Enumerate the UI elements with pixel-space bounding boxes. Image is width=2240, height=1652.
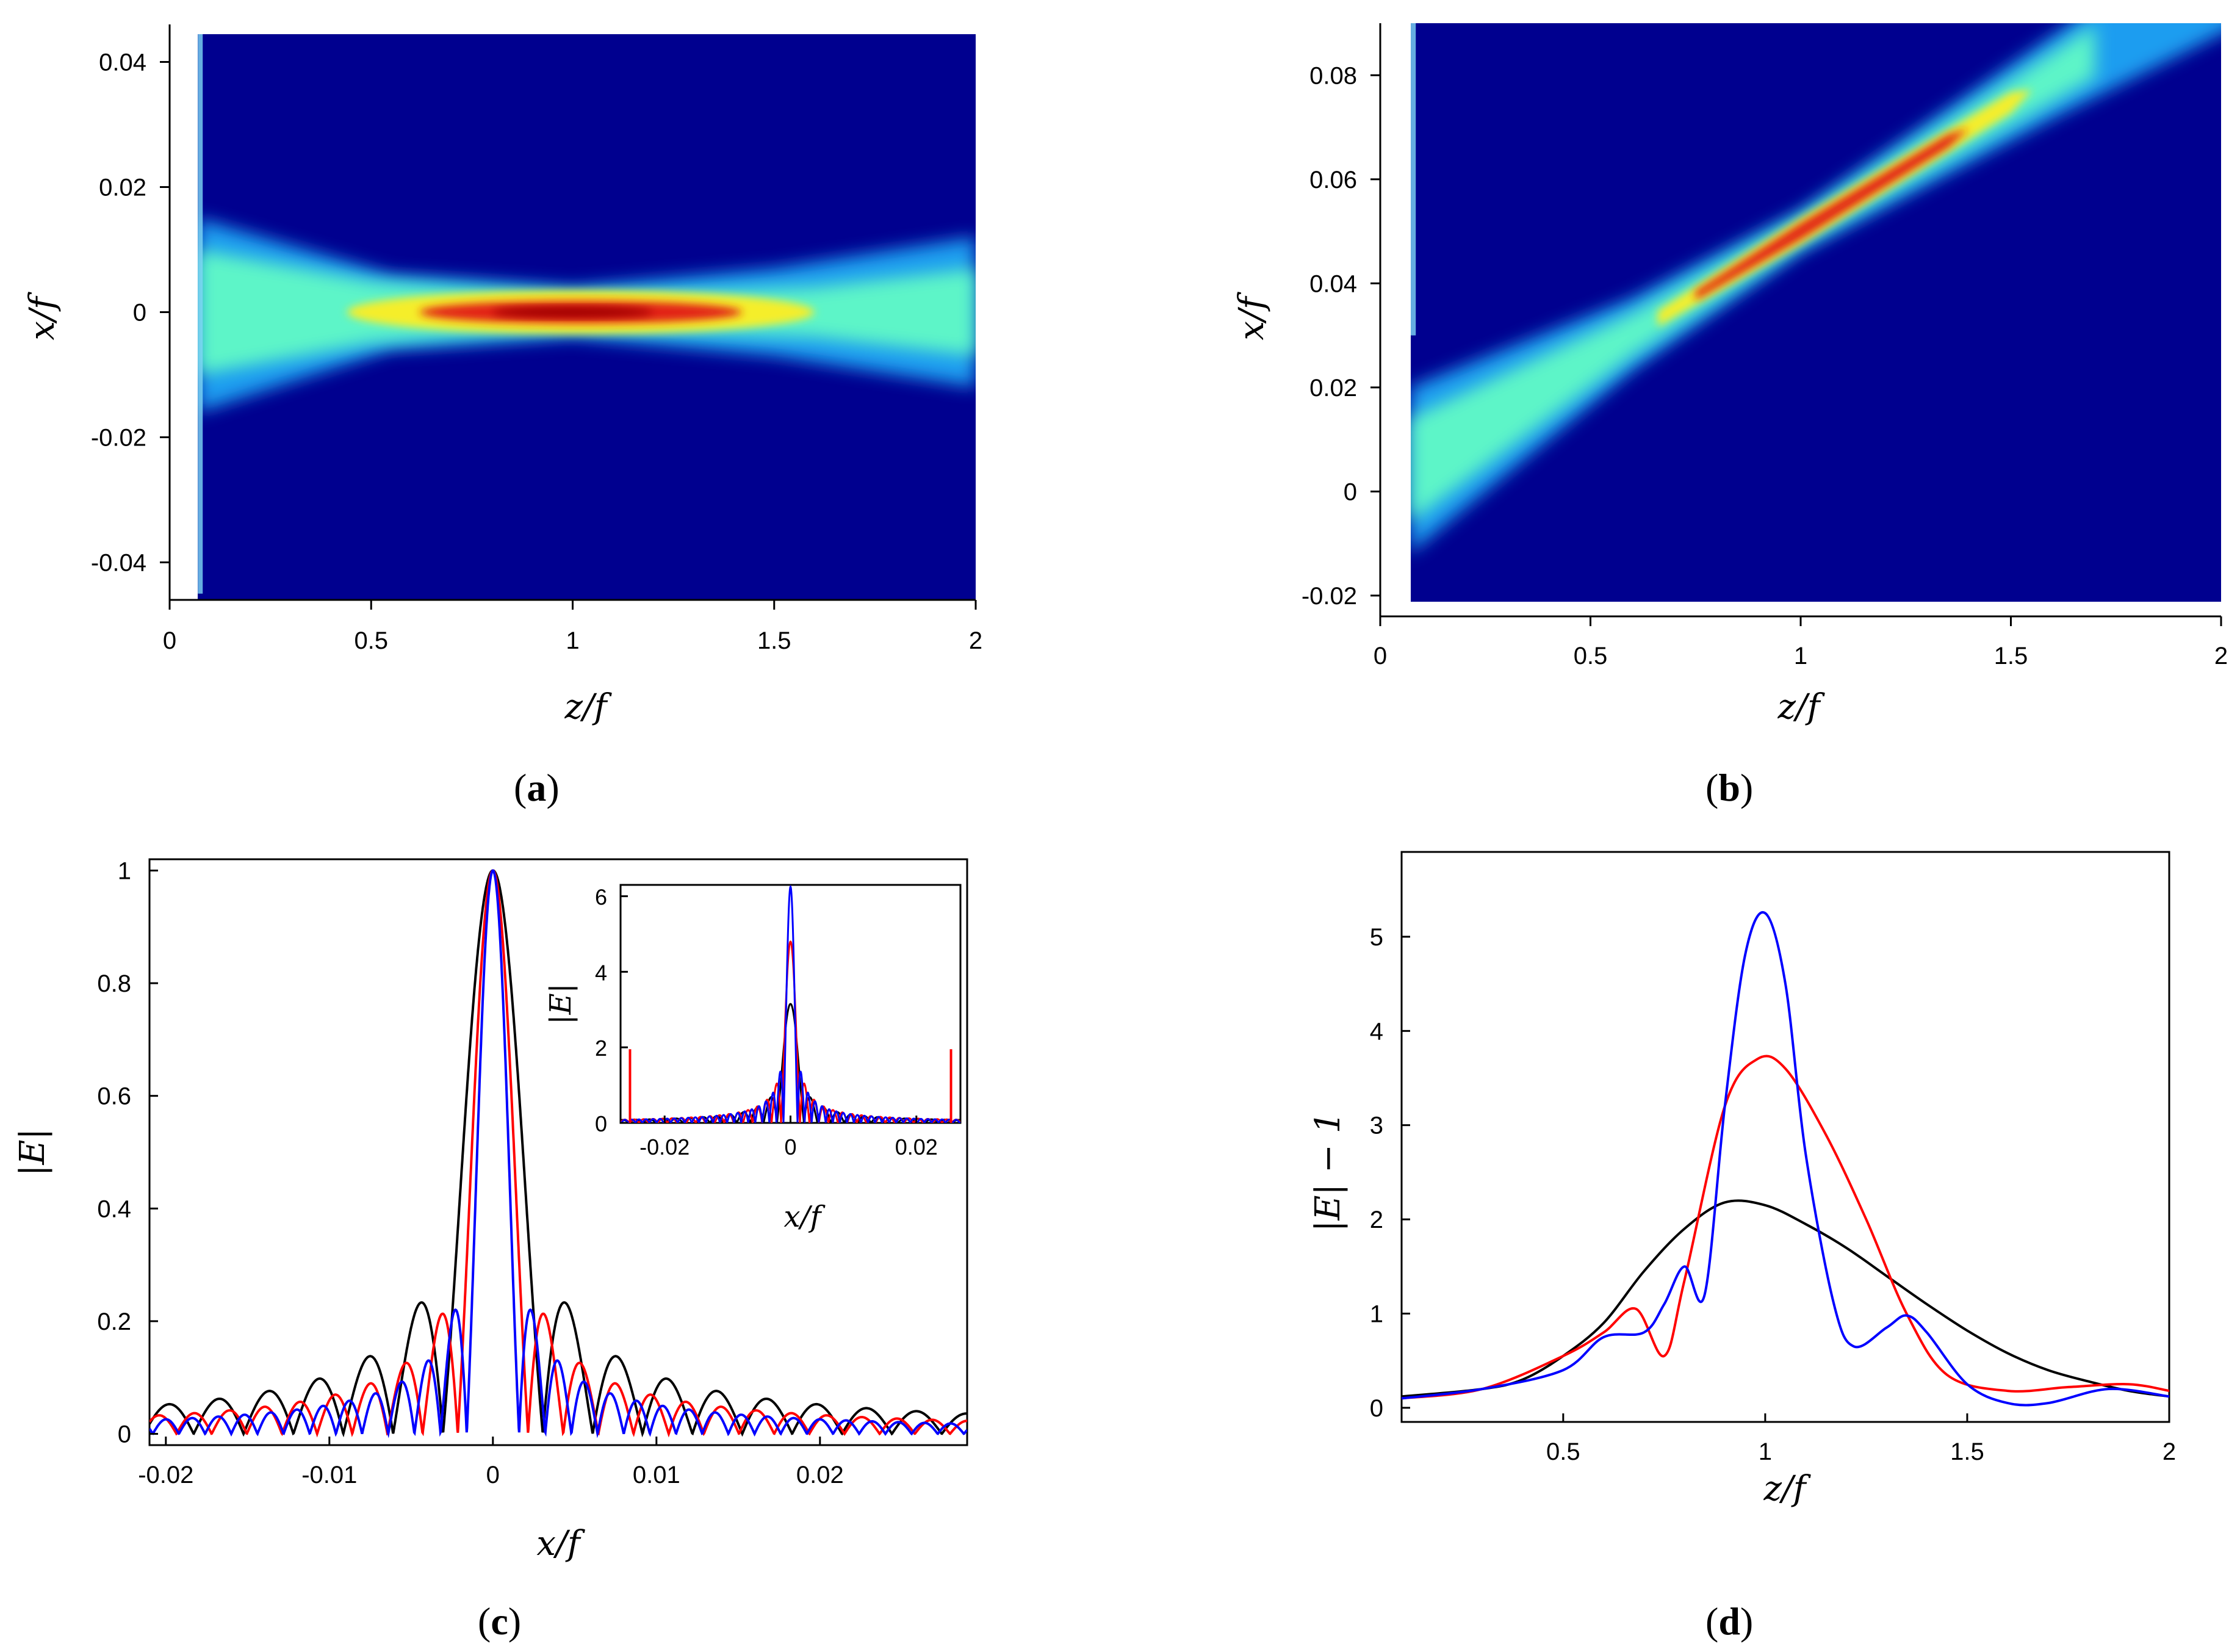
panel-b-focus-red: [1695, 128, 1969, 300]
panel-d-ylabel: |E| − 1: [1308, 1112, 1348, 1232]
panel-a: 0 0.5 1 1.5 2 -0.04 -0.02 0 0.02 0.04 z/f x/f (a): [23, 24, 982, 809]
panel-c-inset-ytick-label: 4: [595, 960, 607, 985]
panel-c-xlabel: x/f: [536, 1524, 585, 1564]
panel-c-xtick-label: -0.01: [301, 1462, 357, 1488]
panel-d-ytick-label: 5: [1370, 924, 1383, 951]
panel-c-inset-xtick-label: 0: [784, 1134, 796, 1160]
panel-a-heatmap: [198, 34, 976, 600]
panel-c-series-blue: [149, 869, 967, 1438]
panel-b-ytick-label: 0.02: [1309, 375, 1357, 402]
panel-c-inset-ytick-label: 6: [595, 885, 607, 910]
panel-d-ytick-label: 3: [1370, 1113, 1383, 1139]
panel-b-xlabel: z/f: [1777, 687, 1825, 727]
panel-b-xtick-label: 1: [1794, 643, 1807, 669]
panel-c-label-letter: c: [491, 1600, 508, 1643]
panel-c-ytick-label: 0.4: [97, 1196, 131, 1222]
panel-d-frame: [1400, 851, 2170, 1423]
panel-a-xtick-label: 2: [969, 627, 982, 654]
panel-c-xtick-label: 0.02: [796, 1462, 844, 1488]
panel-c-inset-xlabel: x/f: [783, 1200, 825, 1234]
panel-d-axes: 0.5 1 1.5 2 0 1 2 3 4 5: [1370, 924, 2176, 1465]
panel-b-xtick-label: 1.5: [1994, 643, 2028, 669]
panel-a-xtick-label: 0.5: [354, 627, 388, 654]
panel-d: 0.5 1 1.5 2 0 1 2 3 4 5 z/f |E| − 1 (d): [1308, 851, 2176, 1643]
panel-c-inset-xtick-label: 0.02: [895, 1134, 938, 1160]
panel-c-inset-series-blue: [621, 885, 960, 1123]
panel-c-ytick-label: 1: [118, 857, 131, 884]
panel-c-ytick-label: 0.6: [97, 1083, 131, 1110]
panel-a-ytick-label: 0.04: [99, 49, 146, 76]
panel-a-entry-edge: [198, 34, 203, 594]
panel-c-inset-xtick-label: -0.02: [639, 1134, 690, 1160]
panel-b-ytick-label: -0.02: [1302, 583, 1357, 610]
panel-d-series-black: [1402, 1199, 2169, 1398]
panel-d-ytick-label: 4: [1370, 1018, 1383, 1045]
panel-b-entry-edge: [1411, 23, 1416, 336]
panel-c-inset-lines: [621, 885, 960, 1123]
panel-c-ytick-label: 0.8: [97, 970, 131, 997]
panel-c-inset-ytick-label: 2: [595, 1036, 607, 1061]
panel-d-xtick-label: 1.5: [1950, 1438, 1984, 1465]
panel-a-label: (a): [514, 766, 560, 809]
panel-a-xlabel: z/f: [564, 687, 612, 727]
panel-b-label-letter: b: [1718, 766, 1740, 809]
panel-c-ytick-label: 0.2: [97, 1308, 131, 1335]
panel-a-xtick-label: 1: [566, 627, 579, 654]
panel-b-xtick-label: 0.5: [1574, 643, 1608, 669]
panel-c: -0.02 -0.01 0 0.01 0.02 0 0.2 0.4 0.6 0.8 1 x/f |E…: [13, 857, 968, 1643]
panel-d-series-red: [1402, 1055, 2169, 1400]
panel-d-label-letter: d: [1718, 1600, 1740, 1643]
panel-a-ytick-label: -0.02: [91, 425, 146, 452]
panel-d-xtick-label: 2: [2163, 1438, 2176, 1465]
panel-d-lines: [1402, 911, 2169, 1407]
panel-d-xlabel: z/f: [1763, 1469, 1811, 1509]
panel-c-label: (c): [478, 1600, 521, 1643]
panel-b-xtick-label: 2: [2214, 643, 2228, 669]
panel-d-ytick-label: 2: [1370, 1207, 1383, 1233]
panel-b-ytick-label: 0.08: [1309, 62, 1357, 89]
panel-a-focus-darkred: [492, 306, 654, 318]
panel-c-xtick-label: 0: [486, 1462, 500, 1488]
panel-c-xtick-label: 0.01: [633, 1462, 680, 1488]
panel-b-ytick-label: 0: [1344, 478, 1357, 505]
panel-c-lines: [149, 869, 967, 1438]
panel-b-xtick-label: 0: [1374, 643, 1387, 669]
panel-b-ytick-label: 0.06: [1309, 167, 1357, 193]
panel-b-ytick-label: 0.04: [1309, 270, 1357, 297]
panel-c-xtick-label: -0.02: [138, 1462, 193, 1488]
panel-a-ylabel: x/f: [23, 291, 62, 340]
panel-d-label: (d): [1705, 1600, 1753, 1643]
panel-c-ytick-label: 0: [118, 1421, 131, 1448]
panel-b-heatmap: [1411, 23, 2221, 602]
panel-c-inset-ytick-label: 0: [595, 1111, 607, 1136]
panel-c-frame: [148, 858, 968, 1446]
panel-d-xtick-label: 0.5: [1546, 1438, 1580, 1465]
panel-b-label: (b): [1705, 766, 1753, 809]
panel-a-ytick-label: 0.02: [99, 175, 146, 201]
panel-a-axes: 0 0.5 1 1.5 2 -0.04 -0.02 0 0.02 0.04: [91, 24, 982, 654]
panel-b-background: [1411, 23, 2221, 602]
panel-a-xtick-label: 1.5: [757, 627, 791, 654]
panel-d-ytick-label: 0: [1370, 1395, 1383, 1422]
panel-c-axes: -0.02 -0.01 0 0.01 0.02 0 0.2 0.4 0.6 0.8 1: [97, 857, 843, 1488]
panel-d-series-blue: [1402, 911, 2169, 1407]
panel-d-xtick-label: 1: [1759, 1438, 1772, 1465]
panel-a-ytick-label: -0.04: [91, 550, 146, 577]
panel-b-ylabel: x/f: [1232, 291, 1272, 340]
panel-d-ytick-label: 1: [1370, 1300, 1383, 1327]
panel-c-series-red: [149, 869, 967, 1438]
panel-b-axes: 0 0.5 1 1.5 2 -0.02 0 0.02 0.04 0.06 0.08: [1302, 23, 2228, 669]
panel-c-ylabel: |E|: [13, 1128, 52, 1177]
panel-a-ytick-label: 0: [133, 300, 146, 326]
panel-a-xtick-label: 0: [163, 627, 176, 654]
panel-c-inset-ylabel: |E|: [544, 983, 578, 1024]
panel-c-inset-axes: -0.02 0 0.02 0 2 4 6: [595, 885, 938, 1160]
panel-c-inset-series-black: [621, 1003, 960, 1123]
panel-a-label-letter: a: [527, 766, 546, 809]
